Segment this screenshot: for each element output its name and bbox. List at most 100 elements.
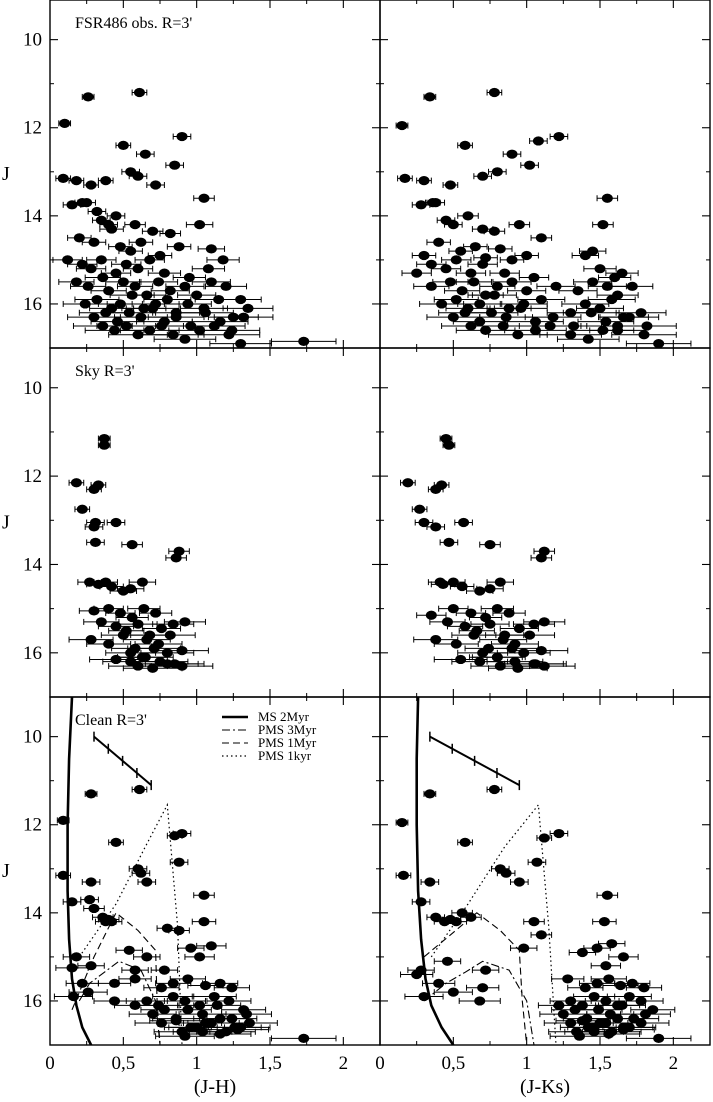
y-tick-label: 10 <box>23 378 42 399</box>
data-point <box>129 974 141 984</box>
data-point <box>110 837 122 847</box>
data-point <box>518 943 530 953</box>
data-point <box>110 621 122 631</box>
data-point <box>415 897 427 907</box>
data-point <box>524 160 536 170</box>
data-point <box>576 947 588 958</box>
data-point <box>436 480 448 490</box>
data-point <box>535 553 547 563</box>
data-point <box>562 974 574 984</box>
data-point <box>623 312 635 322</box>
data-point <box>147 663 159 673</box>
data-point <box>198 193 210 203</box>
isochrone-ms-2myr <box>415 697 455 1045</box>
data-point <box>612 1013 624 1024</box>
plot-area <box>53 697 337 1045</box>
data-point <box>161 923 173 933</box>
x-axis-label: (J-Ks) <box>520 1076 570 1098</box>
y-tick-label: 12 <box>23 466 42 487</box>
data-point <box>57 815 69 825</box>
data-point <box>208 321 220 331</box>
data-point <box>114 242 126 252</box>
data-point <box>132 264 144 274</box>
data-point <box>503 608 515 618</box>
data-point <box>85 180 97 190</box>
data-point <box>129 281 141 291</box>
y-tick-label: 10 <box>23 727 42 748</box>
data-point <box>232 1024 244 1035</box>
data-point <box>123 945 135 955</box>
data-point <box>79 299 91 309</box>
data-point <box>211 1000 223 1010</box>
y-tick-label: 12 <box>23 815 42 836</box>
data-point <box>474 586 486 596</box>
data-point <box>506 643 518 654</box>
data-point <box>579 983 591 993</box>
data-point <box>497 321 509 331</box>
data-point <box>626 281 638 291</box>
data-point <box>132 330 144 340</box>
data-point <box>103 604 115 614</box>
data-point <box>593 1005 605 1015</box>
panel-title: Sky R=3' <box>75 363 135 380</box>
data-point <box>81 198 93 208</box>
data-point <box>155 1018 167 1028</box>
data-point <box>109 978 121 988</box>
data-point <box>110 654 122 665</box>
data-point <box>550 281 562 291</box>
data-point <box>57 870 69 881</box>
data-point <box>443 440 455 450</box>
data-point <box>141 877 153 887</box>
data-point <box>135 237 147 247</box>
data-point <box>85 634 97 645</box>
data-point <box>125 648 137 658</box>
data-point <box>535 233 547 243</box>
data-point <box>565 996 577 1006</box>
data-point <box>538 617 550 627</box>
data-point <box>524 630 536 640</box>
data-point <box>616 1000 628 1010</box>
data-point <box>594 303 606 313</box>
panel-frame <box>379 0 711 349</box>
data-point <box>531 857 543 867</box>
data-point <box>173 242 185 252</box>
data-point <box>553 131 565 142</box>
data-point <box>638 330 650 340</box>
data-point <box>424 92 436 102</box>
data-point <box>114 608 126 618</box>
data-point <box>126 290 138 300</box>
data-point <box>491 167 503 177</box>
plot-area <box>68 433 214 673</box>
data-point <box>500 868 512 878</box>
data-point <box>506 255 518 265</box>
data-point <box>70 478 82 488</box>
data-point <box>136 577 148 587</box>
data-point <box>158 965 170 975</box>
data-point <box>214 1013 226 1024</box>
data-point <box>491 604 503 614</box>
data-point <box>484 584 496 594</box>
data-point <box>513 220 525 230</box>
data-point <box>450 639 462 649</box>
plot-area <box>395 697 692 1045</box>
data-point <box>198 917 210 927</box>
data-point <box>241 1009 253 1019</box>
data-point <box>430 522 442 532</box>
data-point <box>617 952 629 962</box>
data-point <box>147 226 159 236</box>
data-point <box>161 648 173 658</box>
data-point <box>100 176 112 186</box>
data-point <box>76 504 88 514</box>
data-point <box>176 646 188 656</box>
data-point <box>418 250 430 261</box>
data-point <box>179 996 191 1006</box>
data-point <box>528 917 540 927</box>
data-point <box>110 211 122 221</box>
data-point <box>443 537 455 547</box>
data-point <box>532 136 544 146</box>
data-point <box>205 277 217 287</box>
data-point <box>615 980 627 991</box>
data-point <box>73 233 85 243</box>
x-tick-label: 1 <box>192 1053 202 1074</box>
data-point <box>497 634 509 645</box>
